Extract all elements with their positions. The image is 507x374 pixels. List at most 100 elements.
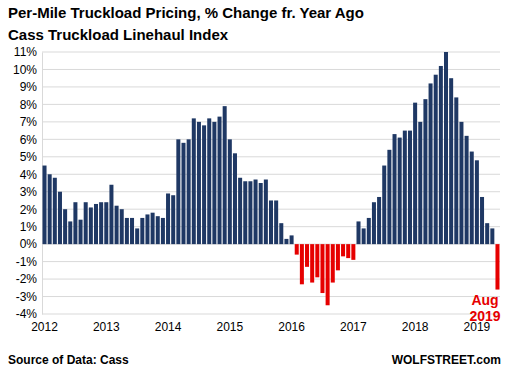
y-axis: -4%-3%-2%-1%0%1%2%3%4%5%6%7%8%9%10%11%: [13, 45, 43, 321]
x-tick: 2017: [340, 314, 367, 334]
bar: [393, 134, 397, 244]
bar: [341, 244, 345, 256]
bar: [125, 218, 129, 244]
grid-line: [42, 52, 500, 53]
annotation: Aug: [471, 292, 498, 308]
y-tick-label: -3%: [16, 290, 38, 304]
y-tick: 10%: [13, 63, 42, 77]
bar: [187, 139, 191, 244]
title: Per-Mile Truckload Pricing, % Change fr.…: [8, 4, 364, 21]
y-tick: 6%: [20, 133, 42, 147]
x-tick-label: 2018: [402, 320, 429, 334]
y-tick-label: 10%: [13, 63, 37, 77]
y-tick: -3%: [16, 290, 42, 304]
subtitle: Cass Truckload Linehaul Index: [8, 26, 229, 43]
bar: [207, 118, 211, 244]
bar: [202, 125, 206, 244]
grid-line: [42, 69, 500, 70]
bar: [326, 244, 330, 305]
y-tick: -1%: [16, 255, 42, 269]
y-tick: -2%: [16, 272, 42, 286]
x-tick: 2018: [402, 314, 429, 334]
bar: [382, 166, 386, 245]
bar: [233, 153, 237, 244]
x-tick-label: 2016: [278, 320, 305, 334]
y-tick-label: 2%: [20, 203, 38, 217]
bar: [197, 122, 201, 244]
x-tick: 2013: [93, 314, 120, 334]
y-tick-label: 3%: [20, 185, 38, 199]
bar: [151, 213, 155, 244]
bar: [429, 83, 433, 244]
y-tick-label: 9%: [20, 80, 38, 94]
bar: [290, 235, 294, 244]
bar: [63, 209, 67, 244]
y-tick-label: 8%: [20, 98, 38, 112]
y-tick: 7%: [20, 115, 42, 129]
bar: [403, 131, 407, 245]
bar: [439, 66, 443, 244]
x-tick: 2016: [278, 314, 305, 334]
bar: [470, 152, 474, 245]
bar: [53, 178, 57, 244]
bar: [218, 117, 222, 245]
bar: [408, 131, 412, 245]
grid-line: [42, 296, 500, 297]
x-tick: 2012: [31, 314, 58, 334]
x-tick-label: 2017: [340, 320, 367, 334]
bar: [171, 195, 175, 244]
bar: [356, 221, 360, 244]
bar: [398, 138, 402, 245]
bar: [284, 239, 288, 244]
x-tick: 2015: [216, 314, 243, 334]
x-tick-label: 2014: [155, 320, 182, 334]
bar: [130, 218, 134, 244]
bar: [73, 202, 77, 244]
bar: [161, 218, 165, 244]
y-tick: 0%: [20, 237, 42, 251]
x-tick-label: 2012: [31, 320, 58, 334]
bar: [89, 207, 93, 244]
bar: [140, 218, 144, 244]
grid-line: [42, 261, 500, 262]
bar: [176, 139, 180, 244]
bar: [490, 228, 494, 244]
bar: [279, 223, 283, 244]
y-tick: 1%: [20, 220, 42, 234]
bar: [145, 214, 149, 244]
bar: [351, 244, 355, 260]
bar: [58, 192, 62, 244]
bar: [495, 244, 499, 289]
y-tick: 5%: [20, 150, 42, 164]
bar: [315, 244, 319, 277]
bar: [135, 228, 139, 244]
y-tick: 2%: [20, 203, 42, 217]
y-tick-label: 1%: [20, 220, 38, 234]
bar: [68, 221, 72, 244]
bar: [295, 244, 299, 254]
y-tick: 8%: [20, 98, 42, 112]
x-tick-label: 2015: [216, 320, 243, 334]
x-axis: 20122013201420152016201720182019: [31, 314, 500, 334]
x-axis-line: [43, 314, 501, 315]
annotation: 2019: [469, 308, 500, 324]
bar: [362, 228, 366, 244]
bar: [181, 143, 185, 244]
bar: [367, 218, 371, 244]
y-tick-label: 11%: [14, 45, 37, 59]
chart: -4%-3%-2%-1%0%1%2%3%4%5%6%7%8%9%10%11%20…: [0, 0, 507, 374]
bar: [418, 122, 422, 244]
bar: [109, 185, 113, 244]
x-tick-label: 2013: [93, 320, 120, 334]
y-tick: 11%: [14, 45, 42, 59]
y-tick: 3%: [20, 185, 42, 199]
bar: [444, 52, 448, 244]
bar: [48, 174, 52, 244]
bars: [43, 52, 500, 305]
bar: [115, 206, 119, 244]
y-tick-label: -1%: [16, 255, 38, 269]
bar: [434, 75, 438, 244]
bar: [192, 118, 196, 244]
bar: [372, 202, 376, 244]
grid-line: [42, 279, 500, 280]
